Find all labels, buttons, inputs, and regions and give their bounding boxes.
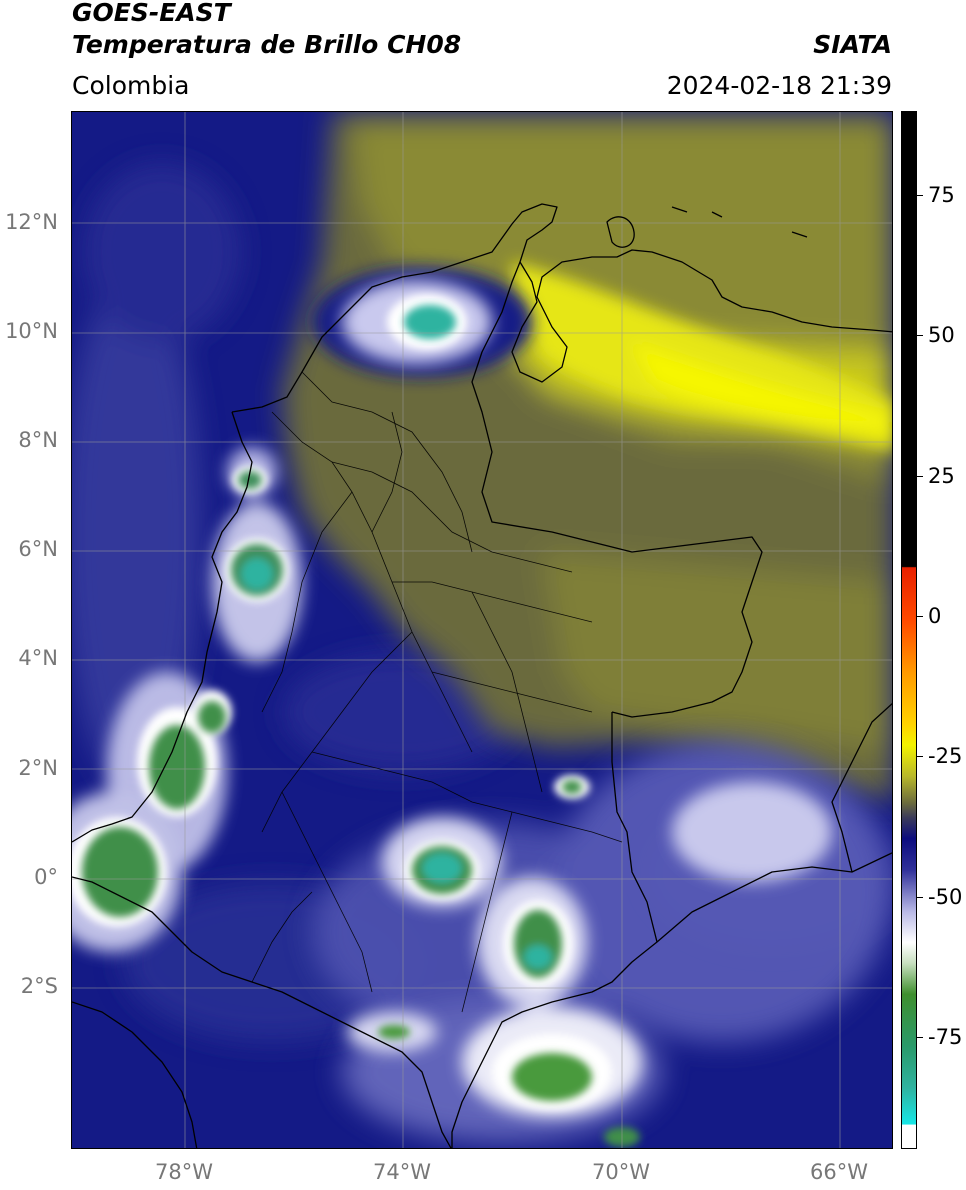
border-colombia-venezuela: [471, 261, 763, 718]
lon-label-66w: 66°W: [810, 1160, 868, 1184]
coastline-north: [231, 203, 892, 413]
map-gridlines: [72, 112, 892, 1148]
coastline-caribbean-islands: [606, 206, 808, 248]
colorbar-tick-label: -75: [928, 1025, 963, 1049]
lon-label-74w: 74°W: [373, 1160, 431, 1184]
coastlines-and-borders: [72, 203, 892, 1148]
convective-clouds-pacific: [72, 447, 302, 952]
colorbar-tick: [917, 195, 923, 196]
convective-cluster-caribbean: [312, 267, 532, 377]
colorbar-tick-label: -50: [928, 885, 963, 909]
border-ecuador-peru: [72, 1001, 198, 1148]
title-satellite: GOES-EAST: [72, 0, 231, 27]
colorbar-tick-label: 0: [928, 604, 942, 628]
lat-label-2s: 2°S: [20, 974, 58, 998]
colorbar-tick: [917, 756, 923, 757]
map-canvas: [72, 112, 892, 1148]
title-product: Temperatura de Brillo CH08: [72, 30, 462, 59]
satellite-map: [71, 111, 893, 1149]
border-venezuela-guyana: [831, 702, 892, 873]
lat-label-2n: 2°N: [18, 756, 58, 780]
lat-label-4n: 4°N: [18, 646, 58, 670]
colorbar-tick: [917, 616, 923, 617]
organization-label: SIATA: [813, 30, 892, 59]
colorbar-tick-label: 25: [928, 464, 955, 488]
lat-label-8n: 8°N: [18, 428, 58, 452]
lon-label-70w: 70°W: [592, 1160, 650, 1184]
colorbar-gradient: [902, 112, 916, 1148]
colorbar-tick: [917, 476, 923, 477]
lat-label-6n: 6°N: [18, 537, 58, 561]
datetime-label: 2024-02-18 21:39: [666, 71, 892, 100]
border-colombia-brazil: [451, 712, 658, 1148]
lat-label-10n: 10°N: [5, 319, 58, 343]
department-boundaries: [251, 371, 623, 1013]
temperature-colorbar: [901, 111, 917, 1149]
convective-clouds-amazon: [312, 742, 892, 1147]
lon-label-78w: 78°W: [155, 1160, 213, 1184]
colorbar-tick: [917, 335, 923, 336]
region-label: Colombia: [72, 71, 190, 100]
border-colombia-peru: [72, 876, 452, 1148]
lat-label-12n: 12°N: [5, 210, 58, 234]
dry-air-core: [512, 262, 892, 452]
colorbar-tick: [917, 1037, 923, 1038]
colorbar-tick: [917, 897, 923, 898]
colorbar-tick-label: 50: [928, 323, 955, 347]
colorbar-tick-label: -25: [928, 744, 963, 768]
colorbar-tick-label: 75: [928, 183, 955, 207]
lat-label-0: 0°: [34, 865, 58, 889]
coastline-pacific: [72, 411, 253, 843]
